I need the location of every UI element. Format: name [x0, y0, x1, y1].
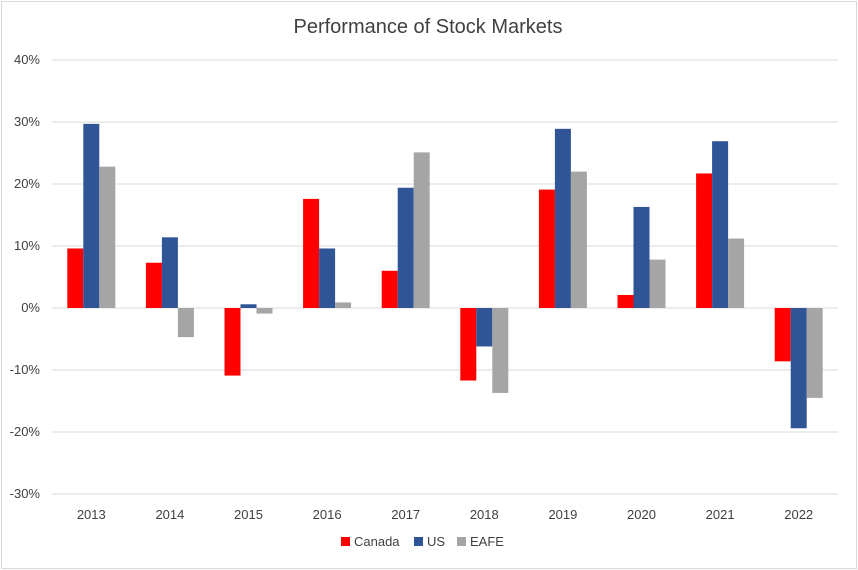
- bar-eafe-2017: [413, 152, 430, 308]
- y-tick-label: 20%: [14, 176, 40, 191]
- bar-eafe-2014: [177, 308, 194, 338]
- x-tick-label: 2020: [627, 507, 656, 522]
- legend-swatch-eafe: [457, 537, 466, 546]
- x-tick-label: 2016: [313, 507, 342, 522]
- x-tick-label: 2018: [470, 507, 499, 522]
- legend-label-us: US: [427, 534, 445, 549]
- bar-canada-2020: [617, 294, 634, 308]
- bar-eafe-2020: [649, 259, 666, 308]
- x-tick-label: 2022: [784, 507, 813, 522]
- bar-eafe-2022: [806, 308, 823, 398]
- y-tick-label: 10%: [14, 238, 40, 253]
- bar-canada-2015: [224, 308, 241, 376]
- bar-us-2017: [397, 187, 414, 308]
- legend-label-eafe: EAFE: [470, 534, 504, 549]
- bar-us-2016: [319, 248, 336, 308]
- bar-us-2020: [633, 206, 650, 308]
- bar-canada-2013: [67, 248, 84, 308]
- bar-canada-2017: [381, 270, 398, 308]
- y-axis: -30% -20% -10% 0% 10% 20% 30% 40%: [10, 52, 41, 501]
- bar-canada-2022: [774, 308, 791, 362]
- bar-eafe-2019: [570, 171, 587, 308]
- x-tick-label: 2014: [155, 507, 184, 522]
- legend-swatch-canada: [341, 537, 350, 546]
- y-tick-label: -10%: [10, 362, 41, 377]
- bar-canada-2016: [303, 198, 320, 308]
- bar-canada-2019: [538, 189, 555, 308]
- bar-us-2018: [476, 308, 493, 347]
- y-tick-label: -30%: [10, 486, 41, 501]
- bar-canada-2014: [145, 262, 162, 308]
- bar-eafe-2021: [728, 238, 745, 308]
- legend-swatch-us: [414, 537, 423, 546]
- bar-us-2021: [712, 141, 729, 308]
- bar-us-2014: [161, 237, 178, 308]
- bar-us-2019: [554, 128, 571, 308]
- bar-eafe-2016: [335, 302, 352, 308]
- bar-canada-2021: [696, 173, 713, 308]
- y-tick-label: 30%: [14, 114, 40, 129]
- legend: Canada US EAFE: [341, 534, 504, 549]
- x-tick-label: 2015: [234, 507, 263, 522]
- bar-us-2013: [83, 123, 100, 308]
- bar-eafe-2015: [256, 308, 273, 314]
- bar-eafe-2013: [99, 166, 116, 308]
- legend-label-canada: Canada: [354, 534, 400, 549]
- x-tick-label: 2017: [391, 507, 420, 522]
- x-tick-label: 2019: [548, 507, 577, 522]
- bar-us-2022: [790, 308, 807, 429]
- x-axis: 2013 2014 2015 2016 2017 2018 2019 2020 2021 2022: [77, 507, 813, 522]
- y-tick-label: -20%: [10, 424, 41, 439]
- bar-us-2015: [240, 304, 257, 308]
- chart-title: Performance of Stock Markets: [294, 16, 563, 38]
- bar-eafe-2018: [492, 308, 509, 393]
- x-tick-label: 2013: [77, 507, 106, 522]
- bars: [67, 123, 823, 429]
- x-tick-label: 2021: [706, 507, 735, 522]
- bar-canada-2018: [460, 308, 477, 381]
- y-tick-label: 40%: [14, 52, 40, 67]
- y-tick-label: 0%: [21, 300, 40, 315]
